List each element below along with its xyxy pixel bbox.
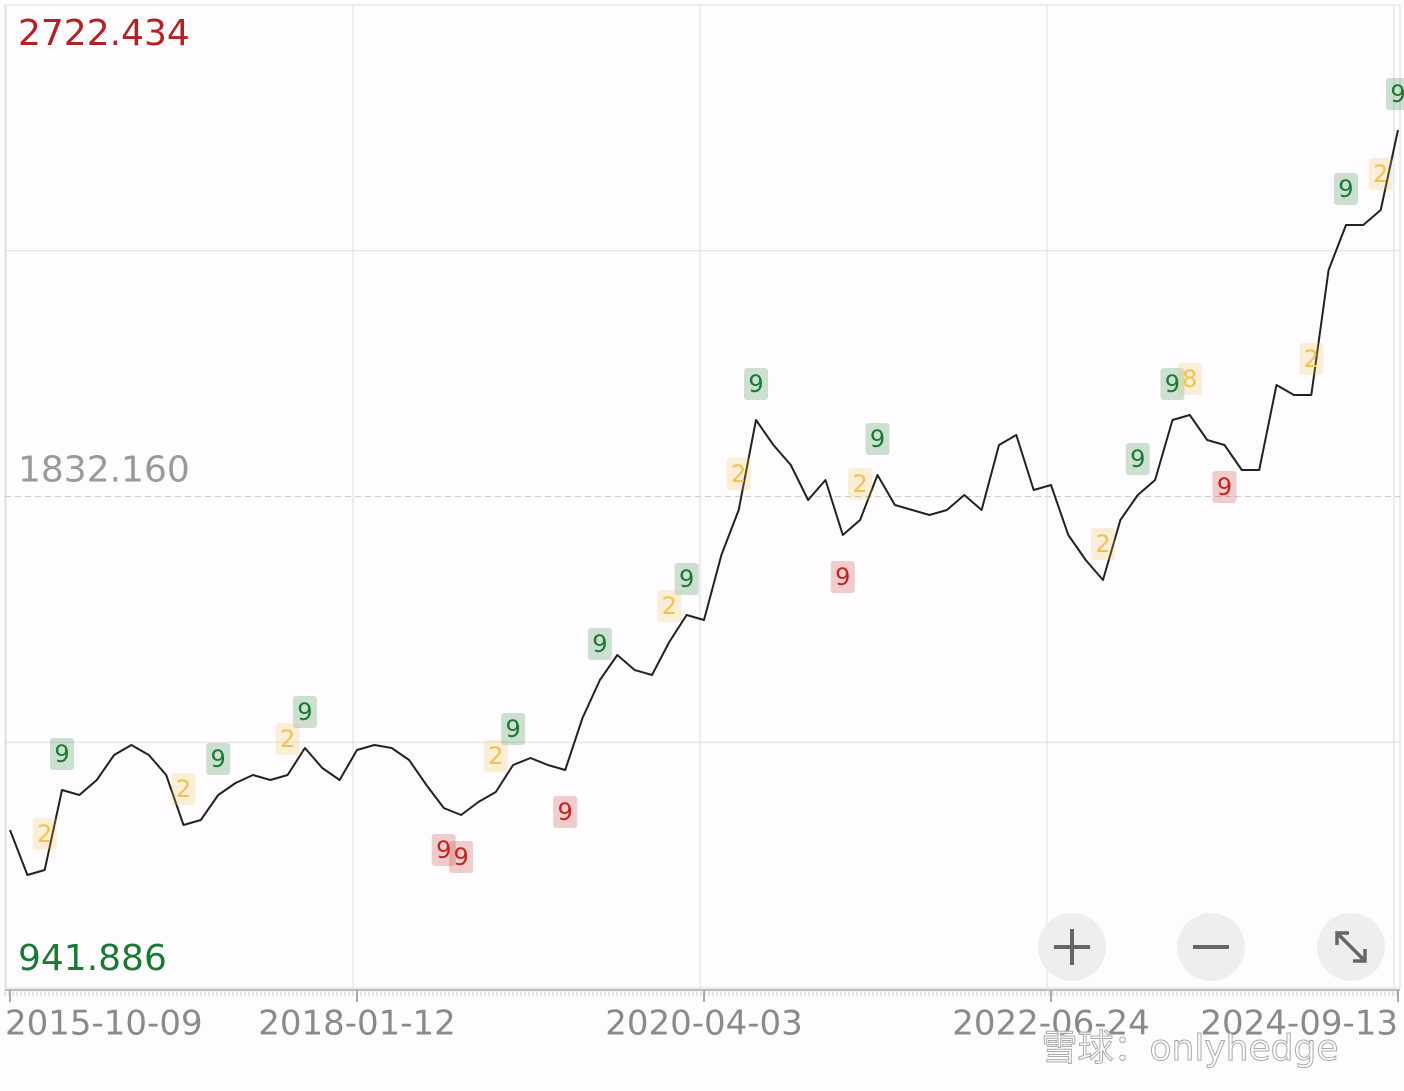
- marker-label: 9: [1165, 370, 1180, 398]
- marker-label: 2: [176, 775, 191, 803]
- marker-label: 9: [592, 630, 607, 658]
- marker-label: 2: [280, 725, 295, 753]
- marker-label: 9: [870, 425, 885, 453]
- fullscreen-button[interactable]: [1317, 913, 1385, 981]
- marker-label: 9: [1217, 473, 1232, 501]
- marker-badge: [1177, 362, 1202, 395]
- marker-badge: [744, 368, 769, 401]
- y-tick-label: 2722.434: [18, 13, 190, 54]
- marker-badge: [171, 773, 196, 806]
- marker-badge: [275, 723, 300, 756]
- marker-label: 8: [1182, 365, 1197, 393]
- marker-label: 9: [1390, 80, 1404, 108]
- marker-label: 2: [1304, 345, 1319, 373]
- marker-badge: [1125, 442, 1150, 475]
- x-tick-label: 2015-10-09: [5, 1004, 203, 1044]
- marker-label: 9: [54, 740, 69, 768]
- marker-badge: [1386, 78, 1404, 111]
- marker-label: 9: [748, 370, 763, 398]
- zoom-out-button[interactable]: [1177, 913, 1245, 981]
- y-tick-label: 1832.160: [18, 450, 190, 491]
- marker-label: 2: [1373, 160, 1388, 188]
- marker-label: 9: [297, 698, 312, 726]
- marker-badge: [449, 840, 474, 873]
- marker-badge: [1160, 368, 1185, 401]
- marker-badge: [830, 561, 855, 594]
- marker-label: 2: [662, 592, 677, 620]
- marker-badge: [32, 818, 57, 851]
- marker-badge: [848, 467, 873, 500]
- x-tick-label: 2024-09-13: [1200, 1004, 1398, 1044]
- marker-label: 9: [558, 798, 573, 826]
- marker-label: 2: [488, 742, 503, 770]
- marker-label: 9: [453, 843, 468, 871]
- price-line: [9, 129, 1399, 876]
- x-tick-label: 2022-06-24: [952, 1004, 1150, 1044]
- y-tick-label: 941.886: [18, 938, 167, 979]
- marker-label: 2: [853, 470, 868, 498]
- marker-badge: [1212, 471, 1237, 504]
- marker-badge: [1299, 343, 1324, 376]
- marker-label: 9: [1338, 175, 1353, 203]
- marker-badge: [501, 713, 526, 746]
- marker-badge: [292, 696, 317, 729]
- marker-label: 2: [37, 820, 52, 848]
- marker-badge: [865, 423, 890, 456]
- marker-badge: [674, 563, 699, 596]
- marker-label: 2: [1095, 530, 1110, 558]
- zoom-in-button[interactable]: [1038, 913, 1106, 981]
- marker-badge: [587, 627, 612, 660]
- marker-label: 9: [436, 836, 451, 864]
- marker-badge: [726, 458, 751, 491]
- marker-label: 9: [211, 745, 226, 773]
- marker-badge: [206, 742, 231, 775]
- marker-badge: [1333, 173, 1358, 206]
- marker-badge: [1091, 528, 1116, 561]
- plot-area: 941.886 1832.160 2722.434 2015-10-09 2018-01…: [4, 4, 1404, 1044]
- marker-label: 9: [1130, 445, 1145, 473]
- marker-badge: [431, 834, 456, 867]
- watermark: 雪球：onlyhedge: [1042, 1028, 1339, 1069]
- marker-badge: [50, 738, 75, 771]
- x-tick-label: 2018-01-12: [258, 1004, 456, 1044]
- marker-label: 9: [506, 715, 521, 743]
- marker-label: 2: [731, 460, 746, 488]
- marker-label: 9: [835, 563, 850, 591]
- marker-badge: [553, 795, 578, 828]
- x-tick-label: 2020-04-03: [605, 1004, 803, 1044]
- marker-badge: [1368, 158, 1393, 191]
- marker-badge: [483, 740, 508, 773]
- marker-badge: [657, 590, 682, 623]
- marker-label: 9: [679, 565, 694, 593]
